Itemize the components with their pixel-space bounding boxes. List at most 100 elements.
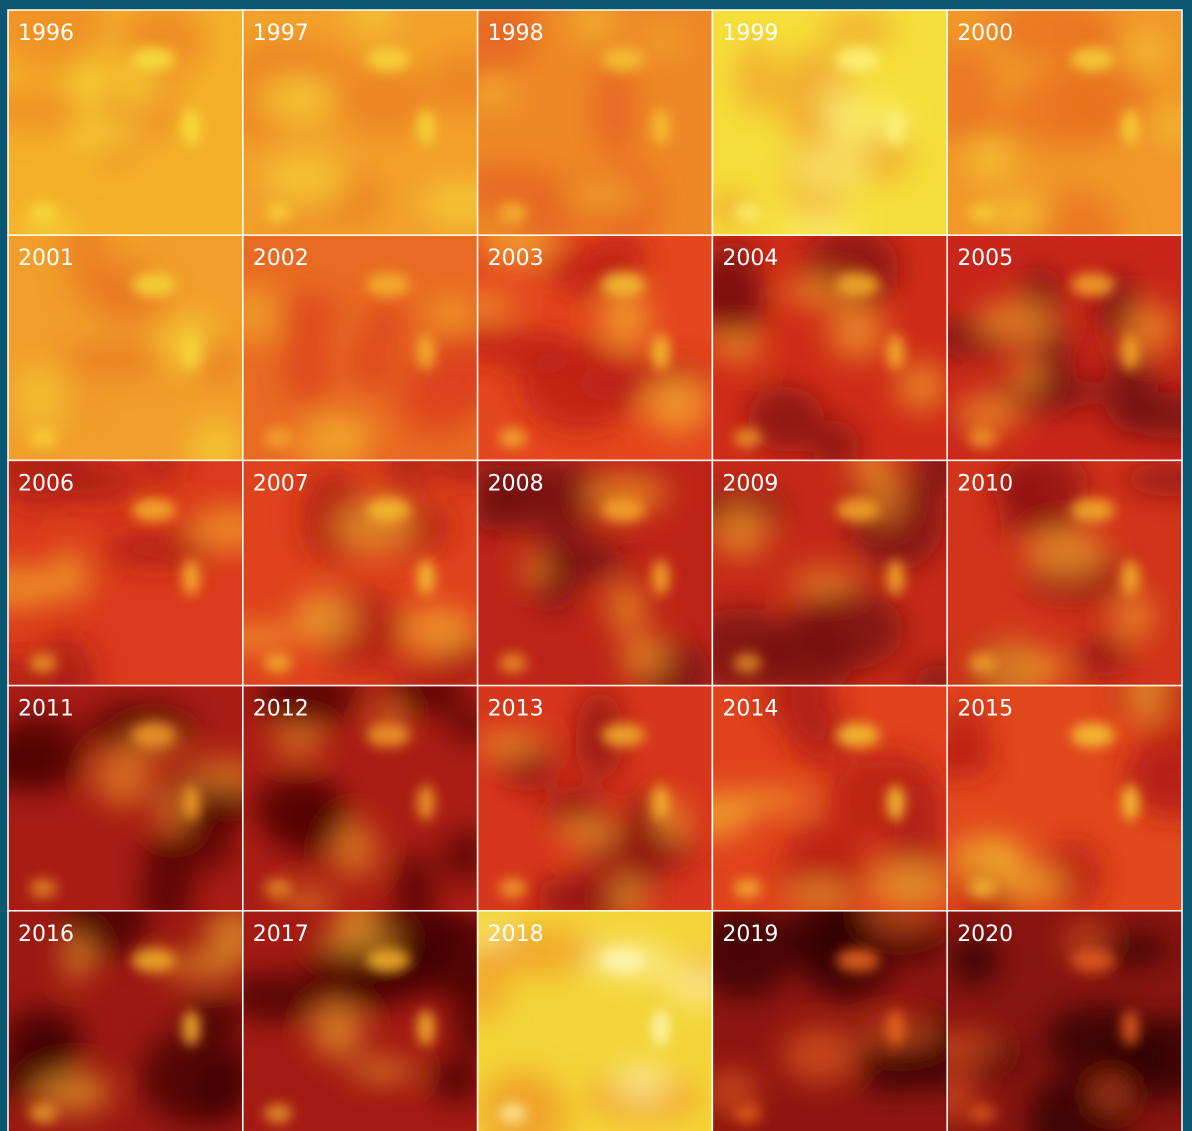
hotspot (132, 48, 176, 72)
texture-blob (59, 341, 171, 378)
hotspot (499, 428, 527, 448)
hotspot (652, 334, 670, 370)
panel-label: 2011 (18, 697, 74, 722)
hotspot (182, 785, 200, 821)
panel: 2018 (456, 911, 736, 1131)
hotspot (29, 878, 57, 898)
hotspot (1121, 109, 1139, 145)
texture-blob (429, 298, 474, 328)
texture-blob (976, 298, 1060, 346)
texture-blob (198, 1060, 243, 1123)
hotspot (968, 203, 996, 223)
heatmap-grid: 1996199719981999200020012002200320042005… (0, 0, 1192, 1131)
texture-blob (715, 280, 763, 339)
texture-blob (363, 302, 410, 342)
texture-blob (873, 860, 951, 911)
panel-label: 2019 (722, 922, 778, 947)
texture-blob (781, 1026, 858, 1083)
panel: 2009 (683, 424, 972, 699)
panel-label: 2017 (253, 922, 309, 947)
texture-blob (519, 557, 553, 582)
texture-blob (645, 376, 709, 433)
texture-blob (71, 118, 141, 149)
panel-label: 2006 (18, 471, 74, 496)
texture-blob (20, 1028, 68, 1062)
hotspot (182, 1010, 200, 1046)
texture-blob (1010, 358, 1045, 396)
panel-label: 2014 (722, 697, 778, 722)
hotspot (29, 1103, 57, 1123)
panel-label: 1998 (488, 21, 544, 46)
panel-label: 1996 (18, 21, 74, 46)
panel-label: 2004 (722, 246, 778, 271)
panel-label: 2000 (957, 21, 1013, 46)
panel-image (0, 418, 272, 714)
hotspot (836, 948, 880, 972)
texture-blob (1073, 637, 1130, 677)
hotspot (734, 653, 762, 673)
hotspot (132, 948, 176, 972)
hotspot (264, 1103, 292, 1123)
hotspot (264, 203, 292, 223)
hotspot (887, 1010, 905, 1046)
hotspot (417, 109, 435, 145)
hotspot (734, 878, 762, 898)
texture-blob (788, 569, 859, 593)
hotspot (734, 428, 762, 448)
texture-blob (1028, 528, 1106, 579)
hotspot (182, 109, 200, 145)
hotspot (1121, 334, 1139, 370)
texture-blob (348, 334, 398, 391)
texture-blob (521, 341, 638, 432)
panel-image (0, 686, 265, 937)
panel: 2010 (947, 449, 1192, 702)
hotspot (264, 428, 292, 448)
panel: 1997 (207, 0, 505, 235)
texture-blob (735, 42, 777, 114)
panel: 2001 (0, 200, 243, 477)
texture-blob (1093, 1079, 1130, 1111)
hotspot (601, 48, 645, 72)
panel: 1999 (707, 10, 947, 246)
panel: 2007 (208, 435, 499, 705)
panel-label: 1997 (253, 21, 309, 46)
hotspot (366, 498, 410, 522)
texture-blob (606, 582, 648, 634)
panel: 2006 (0, 418, 272, 714)
panel-image (439, 206, 712, 460)
hotspot (1071, 273, 1115, 297)
texture-blob (643, 31, 683, 51)
panel: 2019 (692, 884, 979, 1131)
hotspot (417, 785, 435, 821)
texture-blob (350, 1059, 415, 1082)
panel-label: 2007 (253, 471, 309, 496)
hotspot (1071, 48, 1115, 72)
texture-blob (1044, 1006, 1158, 1074)
hotspot (499, 653, 527, 673)
hotspot (887, 785, 905, 821)
hotspot (836, 723, 880, 747)
panel: 2014 (675, 644, 952, 917)
texture-blob (791, 140, 868, 197)
texture-blob (431, 1057, 482, 1104)
hotspot (968, 428, 996, 448)
hotspot (734, 203, 762, 223)
texture-blob (828, 305, 886, 360)
hotspot (887, 109, 905, 145)
hotspot (264, 878, 292, 898)
texture-blob (992, 869, 1067, 899)
texture-blob (619, 634, 670, 680)
hotspot (968, 653, 996, 673)
hotspot (652, 560, 670, 596)
texture-blob (282, 327, 333, 407)
panel: 2002 (229, 235, 510, 471)
texture-blob (563, 184, 644, 210)
texture-blob (613, 1063, 671, 1103)
panel-label: 2016 (18, 922, 74, 947)
hotspot (652, 1010, 670, 1046)
panel-label: 2001 (18, 246, 74, 271)
panel-label: 2003 (488, 246, 544, 271)
texture-blob (823, 11, 895, 49)
panel: 2017 (223, 886, 513, 1131)
panel-image (692, 884, 979, 1131)
